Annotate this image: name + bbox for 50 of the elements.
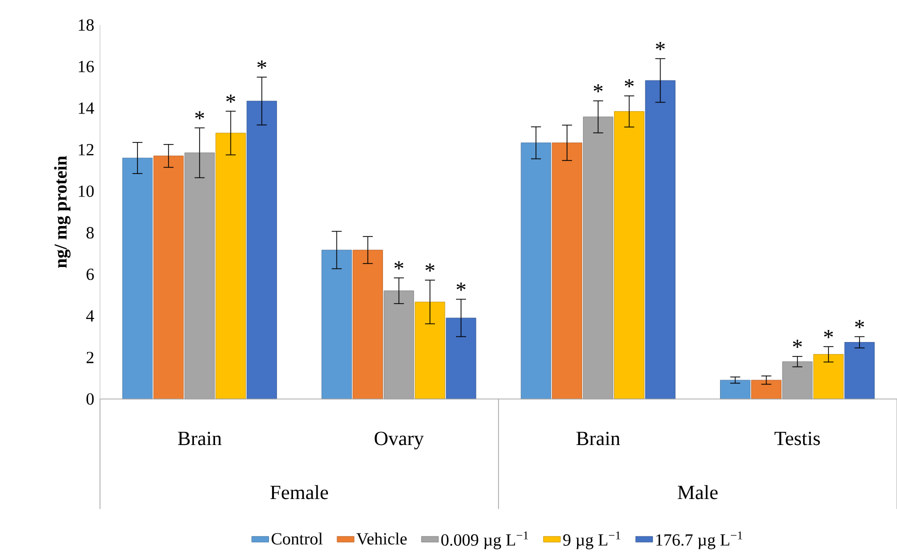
- data-label: *: [656, 42, 665, 50]
- y-tick-label: 4: [86, 310, 94, 322]
- bar: [614, 111, 644, 400]
- data-label: *: [594, 84, 603, 92]
- data-label: *: [226, 94, 236, 103]
- data-label: *: [456, 282, 466, 291]
- y-tick-label: 6: [86, 268, 94, 280]
- bar: [720, 380, 750, 400]
- bar: [813, 354, 844, 400]
- y-tick-label: 2: [86, 352, 94, 364]
- y-tick-label: 8: [86, 227, 94, 239]
- text: Male: [678, 485, 718, 500]
- data-label: *: [195, 111, 204, 120]
- bar: [414, 302, 446, 400]
- y-tick-label: 14: [78, 102, 94, 114]
- bar: [645, 80, 676, 400]
- data-label: *: [257, 60, 266, 69]
- bar: [520, 142, 552, 400]
- bar: [844, 342, 875, 400]
- data-label: *: [824, 330, 833, 338]
- y-tick-label: 0: [86, 393, 94, 405]
- legend-label: 9 µg L$^{−1}$: [563, 531, 620, 550]
- data-label: *: [624, 79, 634, 88]
- bar: [352, 250, 383, 400]
- x-tick-label: Brain: [178, 432, 222, 446]
- y-tick-label: 18: [78, 19, 94, 31]
- legend-label: 0.009 µg L$^{−1}$: [441, 531, 528, 550]
- data-label: *: [394, 261, 404, 270]
- y-tick-label: 12: [78, 144, 94, 156]
- legend-label: 176.7 µg L$^{−1}$: [656, 531, 742, 550]
- data-label: *: [426, 264, 434, 272]
- x-tick-label: Brain: [576, 432, 620, 446]
- y-tick-label: 16: [78, 60, 94, 72]
- bar: [446, 318, 476, 400]
- bar: [246, 100, 277, 400]
- y-tick-label: 10: [78, 185, 94, 197]
- x-tick-label: Ovary: [374, 432, 424, 450]
- bar: [153, 156, 184, 400]
- bar: [552, 142, 582, 400]
- legend-label: Vehicle: [356, 532, 407, 545]
- data-label: *: [792, 340, 802, 348]
- data-label: *: [855, 320, 864, 328]
- bar: [216, 132, 246, 400]
- bar: [122, 158, 153, 400]
- legend-label: Control: [272, 532, 323, 545]
- bar: [751, 380, 782, 400]
- text: Female: [270, 485, 328, 500]
- x-tick-label: Testis: [774, 432, 820, 446]
- y-axis-title: ng/ mg protein: [54, 156, 71, 268]
- bar: [322, 250, 352, 400]
